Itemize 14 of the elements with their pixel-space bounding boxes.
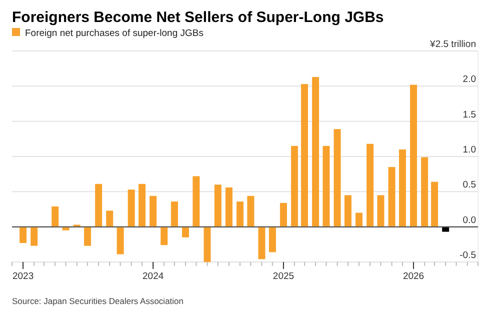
x-tick-label: 2025 [272,271,294,282]
chart-title: Foreigners Become Net Sellers of Super-Long JGBs [12,9,384,26]
y-tick-label: 0.5 [462,180,476,191]
y-tick-label: 1.5 [462,109,476,120]
source-note: Source: Japan Securities Dealers Association [12,296,184,306]
x-tick-label: 2023 [12,271,34,282]
x-tick-label: 2024 [142,271,164,282]
y-tick-label: 1.0 [462,144,476,156]
legend-label: Foreign net purchases of super-long JGBs [25,28,204,39]
y-tick-label: 0.0 [462,214,476,226]
y-tick-label: -0.5 [460,250,476,261]
x-tick-label: 2026 [402,271,424,282]
y-tick-label: 2.0 [462,74,476,86]
y-tick-label: ¥2.5 trillion [429,39,476,50]
